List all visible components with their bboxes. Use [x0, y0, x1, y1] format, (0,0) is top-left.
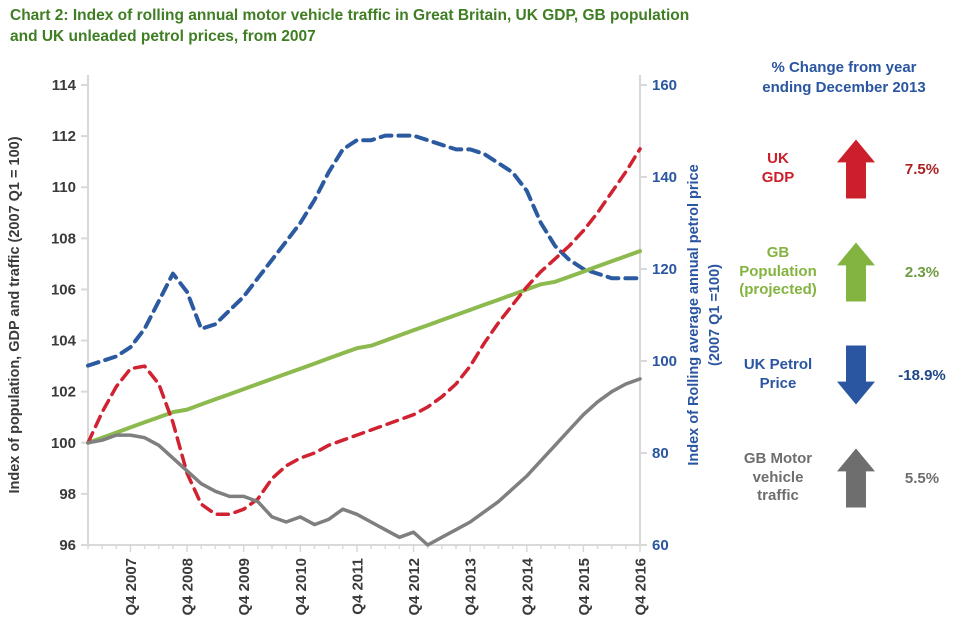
legend-item-uk-gdp: UK GDP 7.5% [728, 119, 960, 219]
x-axis-tick-label: Q4 2016 [633, 558, 650, 616]
left-axis-tick-label: 114 [52, 77, 77, 94]
legend-value-gb-population: 2.3% [904, 263, 940, 281]
series-uk-gdp [86, 147, 642, 517]
traffic-gdp-population-petrol-chart: 96 98 100 102 104 106 108 110 112 114 60 80 100 120 14… [7, 75, 723, 616]
right-axis-tick-label: 60 [652, 537, 669, 554]
left-axis-tick-label: 108 [51, 230, 76, 247]
x-axis-tick-label: Q4 2010 [293, 558, 310, 616]
x-axis: Q4 2007 Q4 2008 Q4 2009 Q4 2010 Q4 2011 Q4 20… [87, 545, 650, 616]
x-axis-tick-label: Q4 2014 [519, 557, 536, 615]
legend-value-uk-petrol-price: -18.9% [898, 366, 946, 384]
up-arrow-icon [837, 242, 875, 302]
series-uk-petrol-price [86, 133, 642, 368]
legend-label-gb-population: GB Population (projected) [739, 243, 817, 299]
x-axis-tick-label: Q4 2008 [180, 558, 197, 616]
up-arrow-icon [837, 448, 875, 508]
right-axis-title-line2: (2007 Q1 =100) [707, 264, 723, 366]
left-axis-tick-label: 106 [51, 281, 76, 298]
legend-label-uk-gdp: UK GDP [761, 150, 795, 186]
left-axis-tick-label: 96 [59, 537, 76, 554]
x-axis-tick-label: Q4 2009 [236, 558, 253, 616]
right-axis-title-line1: Index of Rolling average annual petrol p… [686, 164, 702, 465]
x-axis-tick-label: Q4 2015 [576, 558, 593, 616]
series-gb-motor-vehicle-traffic [86, 377, 642, 547]
legend-label-gb-motor-vehicle-traffic: GB Motor vehicle traffic [743, 449, 813, 505]
legend-item-uk-petrol-price: UK Petrol Price -18.9% [728, 325, 960, 425]
x-axis-tick-label: Q4 2013 [463, 558, 480, 616]
left-axis-tick-label: 102 [51, 384, 76, 401]
left-axis-tick-label: 112 [52, 128, 76, 145]
legend-value-gb-motor-vehicle-traffic: 5.5% [904, 469, 940, 487]
legend-heading: % Change from year ending December 2013 [762, 59, 926, 96]
series-gb-population [86, 249, 642, 445]
left-axis-tick-label: 110 [52, 179, 76, 196]
x-axis-tick-label: Q4 2012 [406, 558, 423, 616]
right-axis-tick-label: 100 [652, 353, 677, 370]
right-axis-tick-label: 80 [652, 445, 669, 462]
left-axis: 96 98 100 102 104 106 108 110 112 114 [51, 77, 88, 554]
legend-label-uk-petrol-price: UK Petrol Price [743, 356, 813, 392]
axes [87, 75, 641, 546]
left-axis-title: Index of population, GDP and traffic (20… [7, 136, 23, 493]
right-axis-tick-label: 140 [652, 169, 677, 186]
right-axis-tick-label: 160 [652, 77, 677, 94]
legend-item-gb-motor-vehicle-traffic: GB Motor vehicle traffic 5.5% [728, 428, 960, 528]
x-axis-tick-label: Q4 2007 [123, 558, 140, 616]
page-title: Chart 2: Index of rolling annual motor v… [10, 7, 690, 45]
right-axis: 60 80 100 120 140 160 [640, 77, 677, 554]
right-axis-tick-label: 120 [652, 261, 677, 278]
left-axis-tick-label: 104 [51, 333, 77, 350]
legend-item-gb-population: GB Population (projected) 2.3% [728, 222, 960, 322]
legend-value-uk-gdp: 7.5% [904, 160, 940, 178]
left-axis-tick-label: 98 [59, 486, 76, 503]
up-arrow-icon [837, 139, 875, 199]
left-axis-tick-label: 100 [51, 435, 76, 452]
down-arrow-icon [837, 345, 875, 405]
x-axis-tick-label: Q4 2011 [349, 558, 366, 615]
legend-panel: % Change from year ending December 2013 … [728, 58, 960, 531]
series-lines [86, 133, 642, 547]
